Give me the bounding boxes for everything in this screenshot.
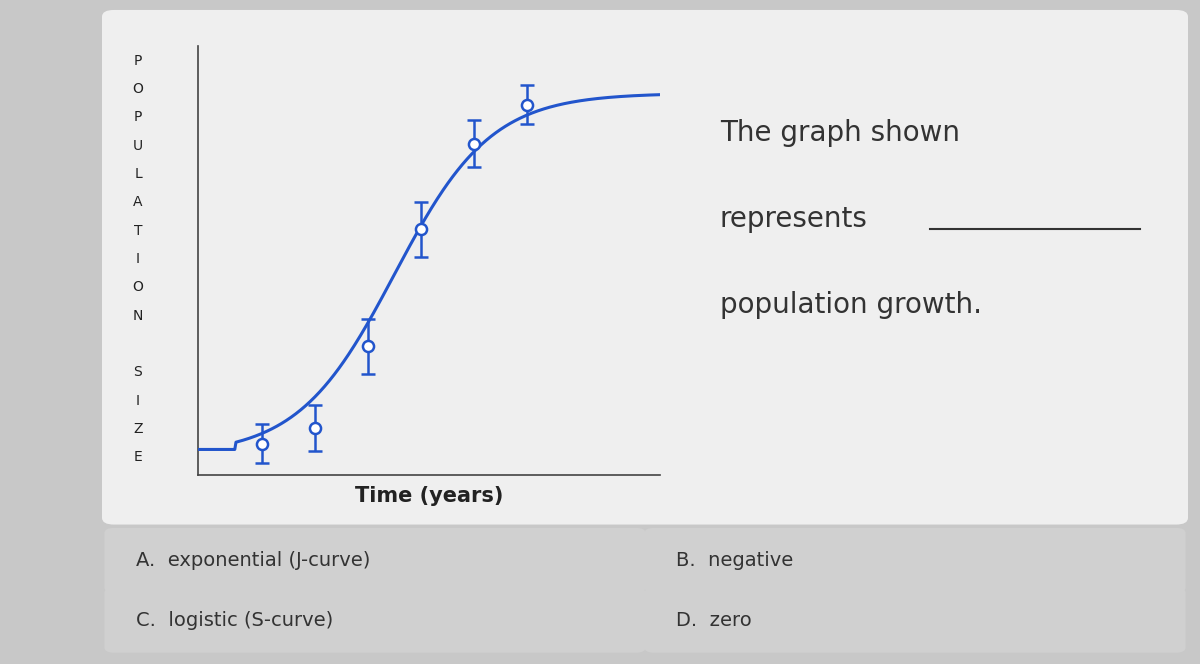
Text: O: O: [132, 280, 144, 294]
Text: C.  logistic (S-curve): C. logistic (S-curve): [136, 611, 332, 629]
Text: The graph shown: The graph shown: [720, 119, 960, 147]
Text: represents: represents: [720, 205, 868, 233]
Text: A.  exponential (J-curve): A. exponential (J-curve): [136, 551, 370, 570]
Text: D.  zero: D. zero: [676, 611, 751, 629]
X-axis label: Time (years): Time (years): [355, 486, 503, 506]
Text: L: L: [134, 167, 142, 181]
Text: T: T: [133, 224, 143, 238]
Text: B.  negative: B. negative: [676, 551, 793, 570]
Text: N: N: [133, 309, 143, 323]
Text: I: I: [136, 252, 140, 266]
Text: U: U: [133, 139, 143, 153]
Text: P: P: [134, 110, 142, 124]
Text: A: A: [133, 195, 143, 209]
Text: O: O: [132, 82, 144, 96]
Text: I: I: [136, 394, 140, 408]
Text: Z: Z: [133, 422, 143, 436]
Text: P: P: [134, 54, 142, 68]
Text: E: E: [133, 450, 143, 464]
Text: population growth.: population growth.: [720, 291, 982, 319]
Text: S: S: [133, 365, 143, 379]
